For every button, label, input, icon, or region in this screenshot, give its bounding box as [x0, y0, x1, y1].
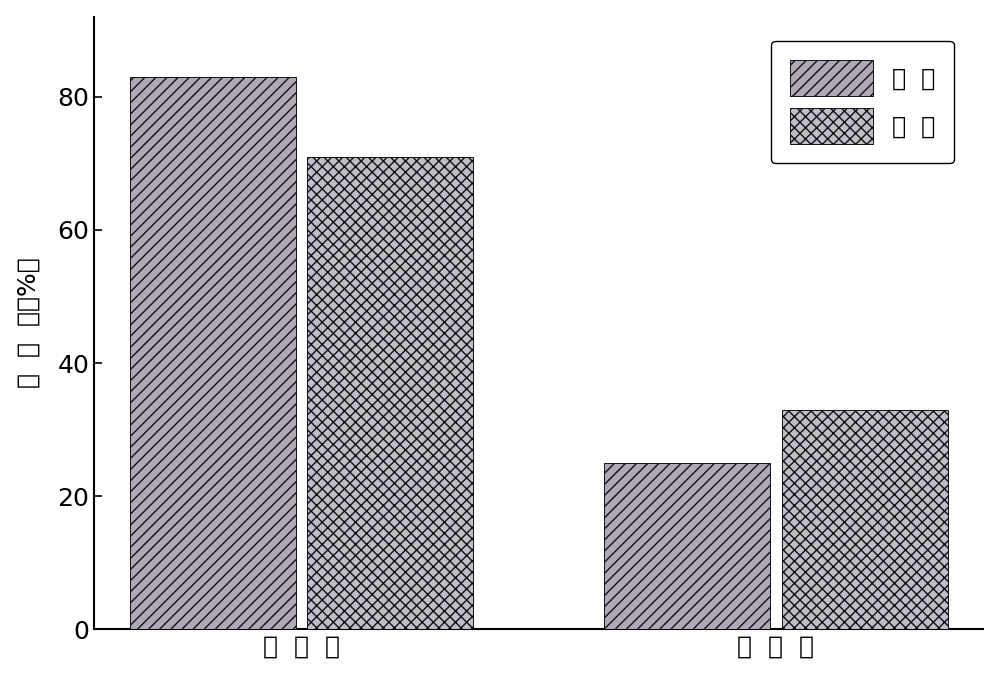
Legend: 氨  氮, 总  氮: 氨 氮, 总 氮	[771, 40, 954, 163]
Bar	[307, 157, 473, 630]
Bar	[604, 463, 770, 630]
Bar	[130, 77, 296, 630]
Bar	[782, 410, 948, 630]
Y-axis label: 去  除  率（%）: 去 除 率（%）	[17, 258, 41, 388]
